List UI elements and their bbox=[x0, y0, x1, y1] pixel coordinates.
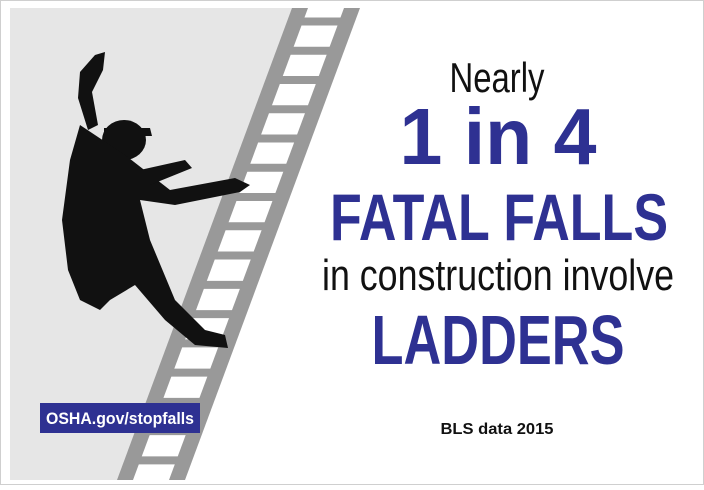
ladder-rung bbox=[137, 456, 180, 464]
ladder-rung bbox=[202, 281, 245, 289]
ladder-rung bbox=[169, 369, 212, 377]
ladder-rung bbox=[267, 105, 310, 113]
headline-object: LADDERS bbox=[372, 301, 625, 379]
headline-ratio: 1 in 4 bbox=[400, 92, 597, 181]
ladder-rung bbox=[256, 134, 299, 142]
ladder-rung bbox=[278, 76, 321, 84]
ladder-rung bbox=[289, 47, 332, 55]
headline-subject: FATAL FALLS bbox=[330, 180, 668, 254]
ladder-rung bbox=[224, 222, 267, 230]
source-note: BLS data 2015 bbox=[441, 421, 554, 438]
link-text: OSHA.gov/stopfalls bbox=[46, 409, 194, 428]
poster: OSHA.gov/stopfalls Nearly 1 in 4 FATAL F… bbox=[0, 0, 704, 485]
ladder-rung bbox=[245, 164, 288, 172]
ladder-rung bbox=[234, 193, 277, 201]
ladder-rung bbox=[213, 252, 256, 260]
ladder-rung bbox=[191, 310, 234, 318]
ladder-rung bbox=[300, 17, 343, 25]
headline-context: in construction involve bbox=[322, 251, 674, 300]
